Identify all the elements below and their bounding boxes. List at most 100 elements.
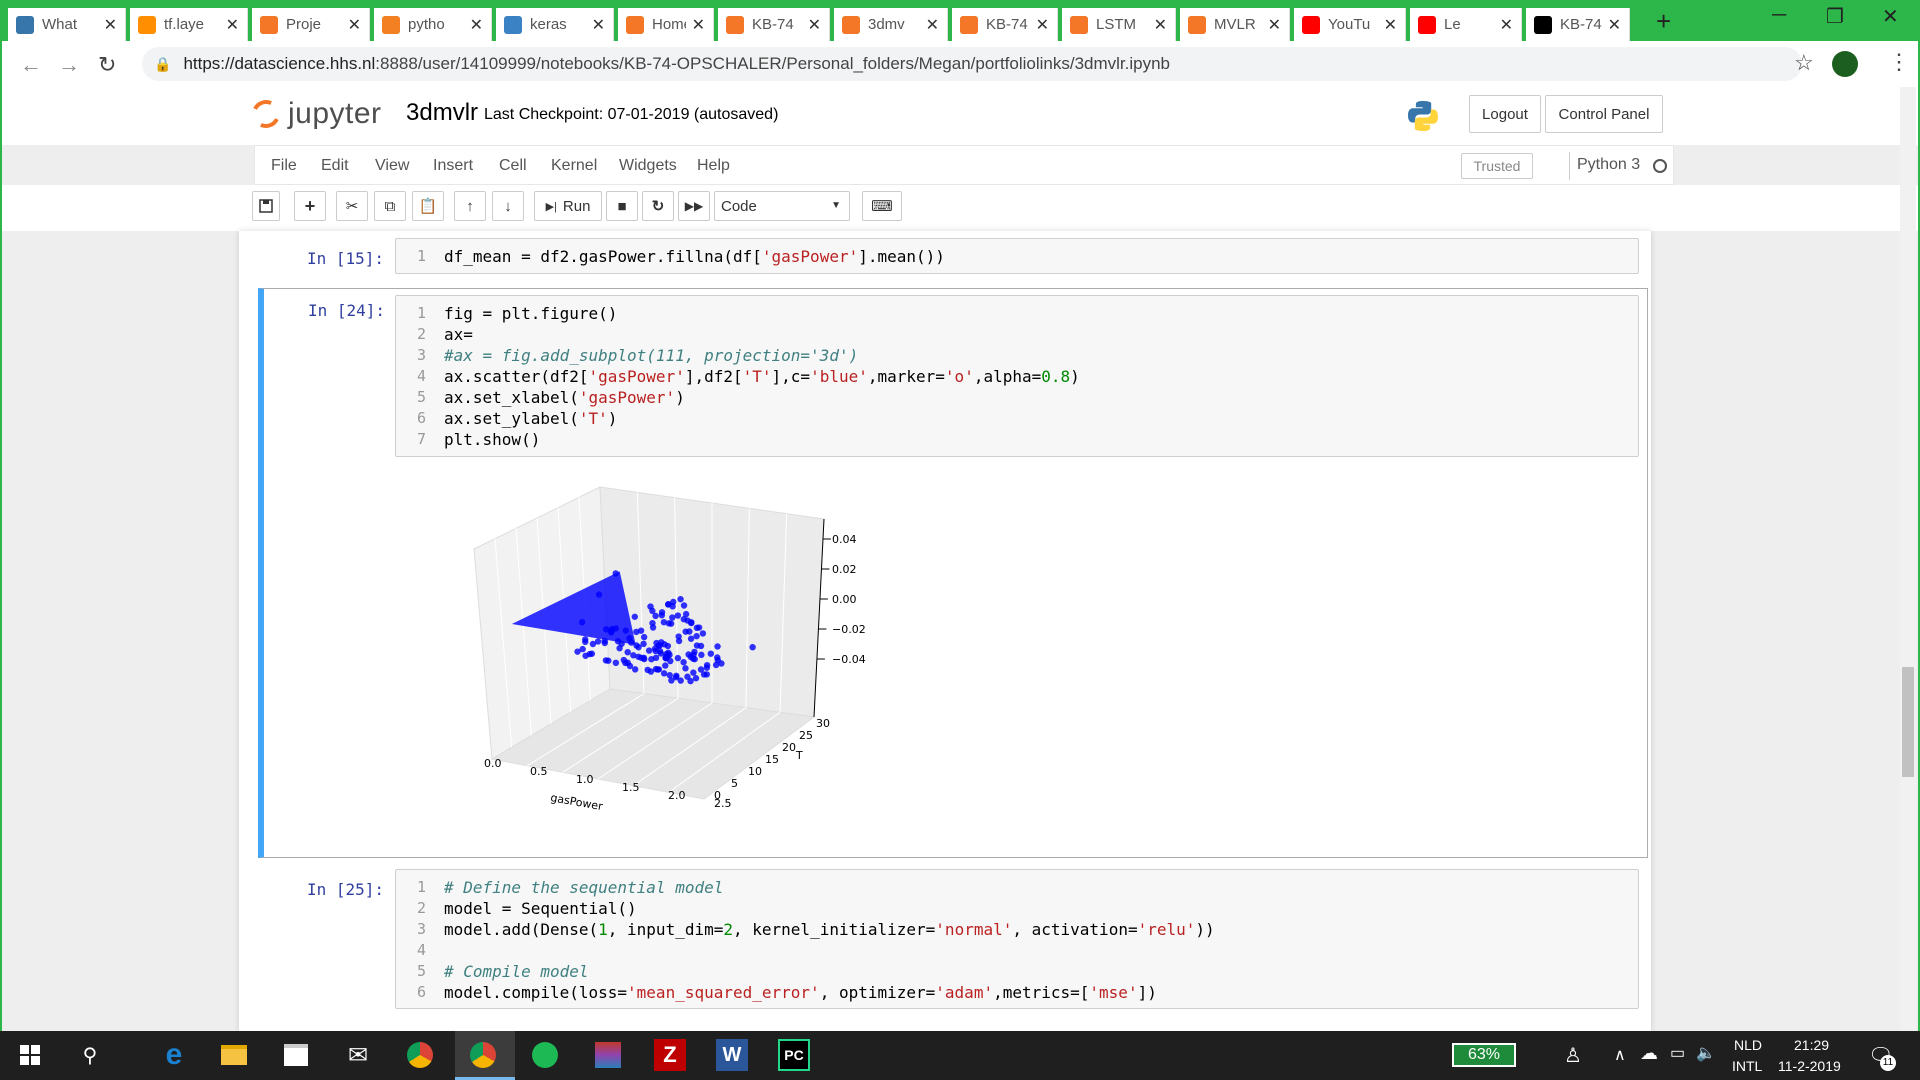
minimize-icon[interactable]: ─ [1772,4,1787,26]
scrollbar-thumb[interactable] [1902,667,1914,777]
browser-tab[interactable]: tf.laye ✕ [130,8,248,41]
tab-close-icon[interactable]: ✕ [1035,16,1049,34]
back-icon[interactable]: ← [20,52,42,77]
people-icon[interactable]: ♙ [1564,1045,1582,1067]
browser-tab[interactable]: LSTM ✕ [1062,8,1176,41]
tab-close-icon[interactable]: ✕ [1499,16,1513,34]
tab-close-icon[interactable]: ✕ [591,16,605,34]
tab-close-icon[interactable]: ✕ [469,16,483,34]
menu-widgets[interactable]: Widgets [619,157,677,174]
trusted-badge[interactable]: Trusted [1461,153,1533,179]
logout-button[interactable]: Logout [1469,95,1541,133]
word-icon[interactable]: W [716,1039,748,1071]
restart-run-all-button[interactable]: ▶▶ [678,191,710,221]
tab-close-icon[interactable]: ✕ [1383,16,1397,34]
cut-button[interactable]: ✂ [336,191,368,221]
browser-tab[interactable]: KB-74 ✕ [718,8,830,41]
store-icon[interactable] [280,1039,312,1071]
reload-icon[interactable]: ↻ [98,52,117,77]
interrupt-button[interactable]: ■ [606,191,638,221]
battery-indicator[interactable]: 63% [1452,1043,1516,1067]
tab-close-icon[interactable]: ✕ [1607,16,1621,34]
menu-insert[interactable]: Insert [433,157,474,174]
code-text: fig = plt.figure() [444,304,617,323]
jupyter-icon [626,15,644,34]
close-window-icon[interactable]: ✕ [1882,6,1899,28]
cell-type-select[interactable]: Code ▼ [714,191,850,221]
file-explorer-icon[interactable] [218,1039,250,1071]
browser-tab[interactable]: pytho ✕ [374,8,492,41]
browser-menu-icon[interactable]: ⋮ [1888,49,1910,74]
volume-icon[interactable]: 🔈 [1696,1045,1716,1062]
chrome-icon[interactable] [404,1039,436,1071]
browser-tab[interactable]: KB-74 ✕ [1526,8,1630,41]
language-code[interactable]: NLD [1734,1037,1763,1053]
insert-cell-button[interactable]: + [294,191,326,221]
jupyter-logo[interactable]: jupyter [248,96,382,132]
search-icon[interactable]: ⚲ [82,1044,98,1067]
browser-tab[interactable]: 3dmv ✕ [834,8,948,41]
battery-tray-icon[interactable]: ▭ [1670,1045,1686,1062]
edge-icon[interactable]: e [165,1038,183,1071]
language-layout[interactable]: INTL [1732,1058,1763,1074]
tab-close-icon[interactable]: ✕ [103,16,117,34]
notebook-name[interactable]: 3dmvlr [406,99,479,126]
copy-button[interactable]: ⧉ [374,191,406,221]
bookmark-star-icon[interactable]: ☆ [1794,50,1814,75]
move-down-button[interactable]: ↓ [492,191,524,221]
command-palette-button[interactable]: ⌨ [862,191,902,221]
browser-tab[interactable]: Le ✕ [1410,8,1522,41]
menu-help[interactable]: Help [697,157,730,174]
paste-button[interactable]: 📋 [412,191,444,221]
forward-icon[interactable]: → [58,52,80,77]
spotify-icon[interactable] [529,1039,561,1071]
tab-close-icon[interactable]: ✕ [691,16,705,34]
control-panel-button[interactable]: Control Panel [1545,95,1663,133]
clock-date[interactable]: 11-2-2019 [1778,1058,1841,1074]
browser-tab[interactable]: What ✕ [8,8,126,41]
chrome-active-icon[interactable] [467,1039,499,1071]
code-cell-25[interactable]: In [25]: 1 # Define the sequential model 2… [253,862,1639,1012]
new-tab-button[interactable]: + [1656,6,1672,36]
restore-icon[interactable]: ❐ [1826,6,1844,28]
onedrive-icon[interactable]: ☁ [1640,1043,1658,1063]
url-input[interactable]: 🔒 https://datascience.hhs.nl:8888/user/1… [142,47,1802,81]
code-cell-24[interactable]: In [24]: 1 fig = plt.figure() 2 ax= 3 #ax = f… [258,288,1648,858]
grid-line [745,508,750,708]
tab-close-icon[interactable]: ✕ [225,16,239,34]
browser-tab[interactable]: Proje ✕ [252,8,370,41]
mail-icon[interactable]: ✉ [347,1041,369,1069]
scatter-point [605,657,612,664]
browser-tab[interactable]: Home ✕ [618,8,714,41]
menu-edit[interactable]: Edit [321,157,349,174]
tab-close-icon[interactable]: ✕ [347,16,361,34]
windows-start-icon[interactable] [14,1039,46,1071]
tray-chevron-icon[interactable]: ∧ [1614,1047,1626,1064]
menu-kernel[interactable]: Kernel [551,157,598,174]
tab-close-icon[interactable]: ✕ [807,16,821,34]
save-button[interactable] [252,191,280,221]
tab-close-icon[interactable]: ✕ [1267,16,1281,34]
browser-tab[interactable]: KB-74 ✕ [952,8,1058,41]
page-scrollbar[interactable] [1900,87,1916,1031]
restart-button[interactable]: ↻ [642,191,674,221]
menu-cell[interactable]: Cell [499,157,527,174]
menu-file[interactable]: File [271,157,297,174]
browser-tab[interactable]: MVLR ✕ [1180,8,1290,41]
move-up-button[interactable]: ↑ [454,191,486,221]
run-button[interactable]: ▶| Run [534,191,602,221]
pycharm-icon[interactable]: PC [778,1039,810,1071]
code-input[interactable]: 1 df_mean = df2.gasPower.fillna(df['gasPo… [395,238,1639,274]
browser-tab[interactable]: YouTu ✕ [1294,8,1406,41]
tab-close-icon[interactable]: ✕ [1153,16,1167,34]
code-cell-15[interactable]: In [15]: 1 df_mean = df2.gasPower.fillna(… [253,231,1639,277]
clock-time[interactable]: 21:29 [1794,1037,1830,1053]
filezilla-icon[interactable]: Z [654,1039,686,1071]
tab-close-icon[interactable]: ✕ [925,16,939,34]
winrar-icon[interactable] [592,1039,624,1071]
menu-view[interactable]: View [375,157,410,174]
profile-avatar[interactable] [1832,51,1858,77]
code-input[interactable]: 1 # Define the sequential model 2 model = S… [395,869,1639,1009]
code-input[interactable]: 1 fig = plt.figure() 2 ax= 3 #ax = fig.add_su… [395,295,1639,457]
browser-tab[interactable]: keras ✕ [496,8,614,41]
